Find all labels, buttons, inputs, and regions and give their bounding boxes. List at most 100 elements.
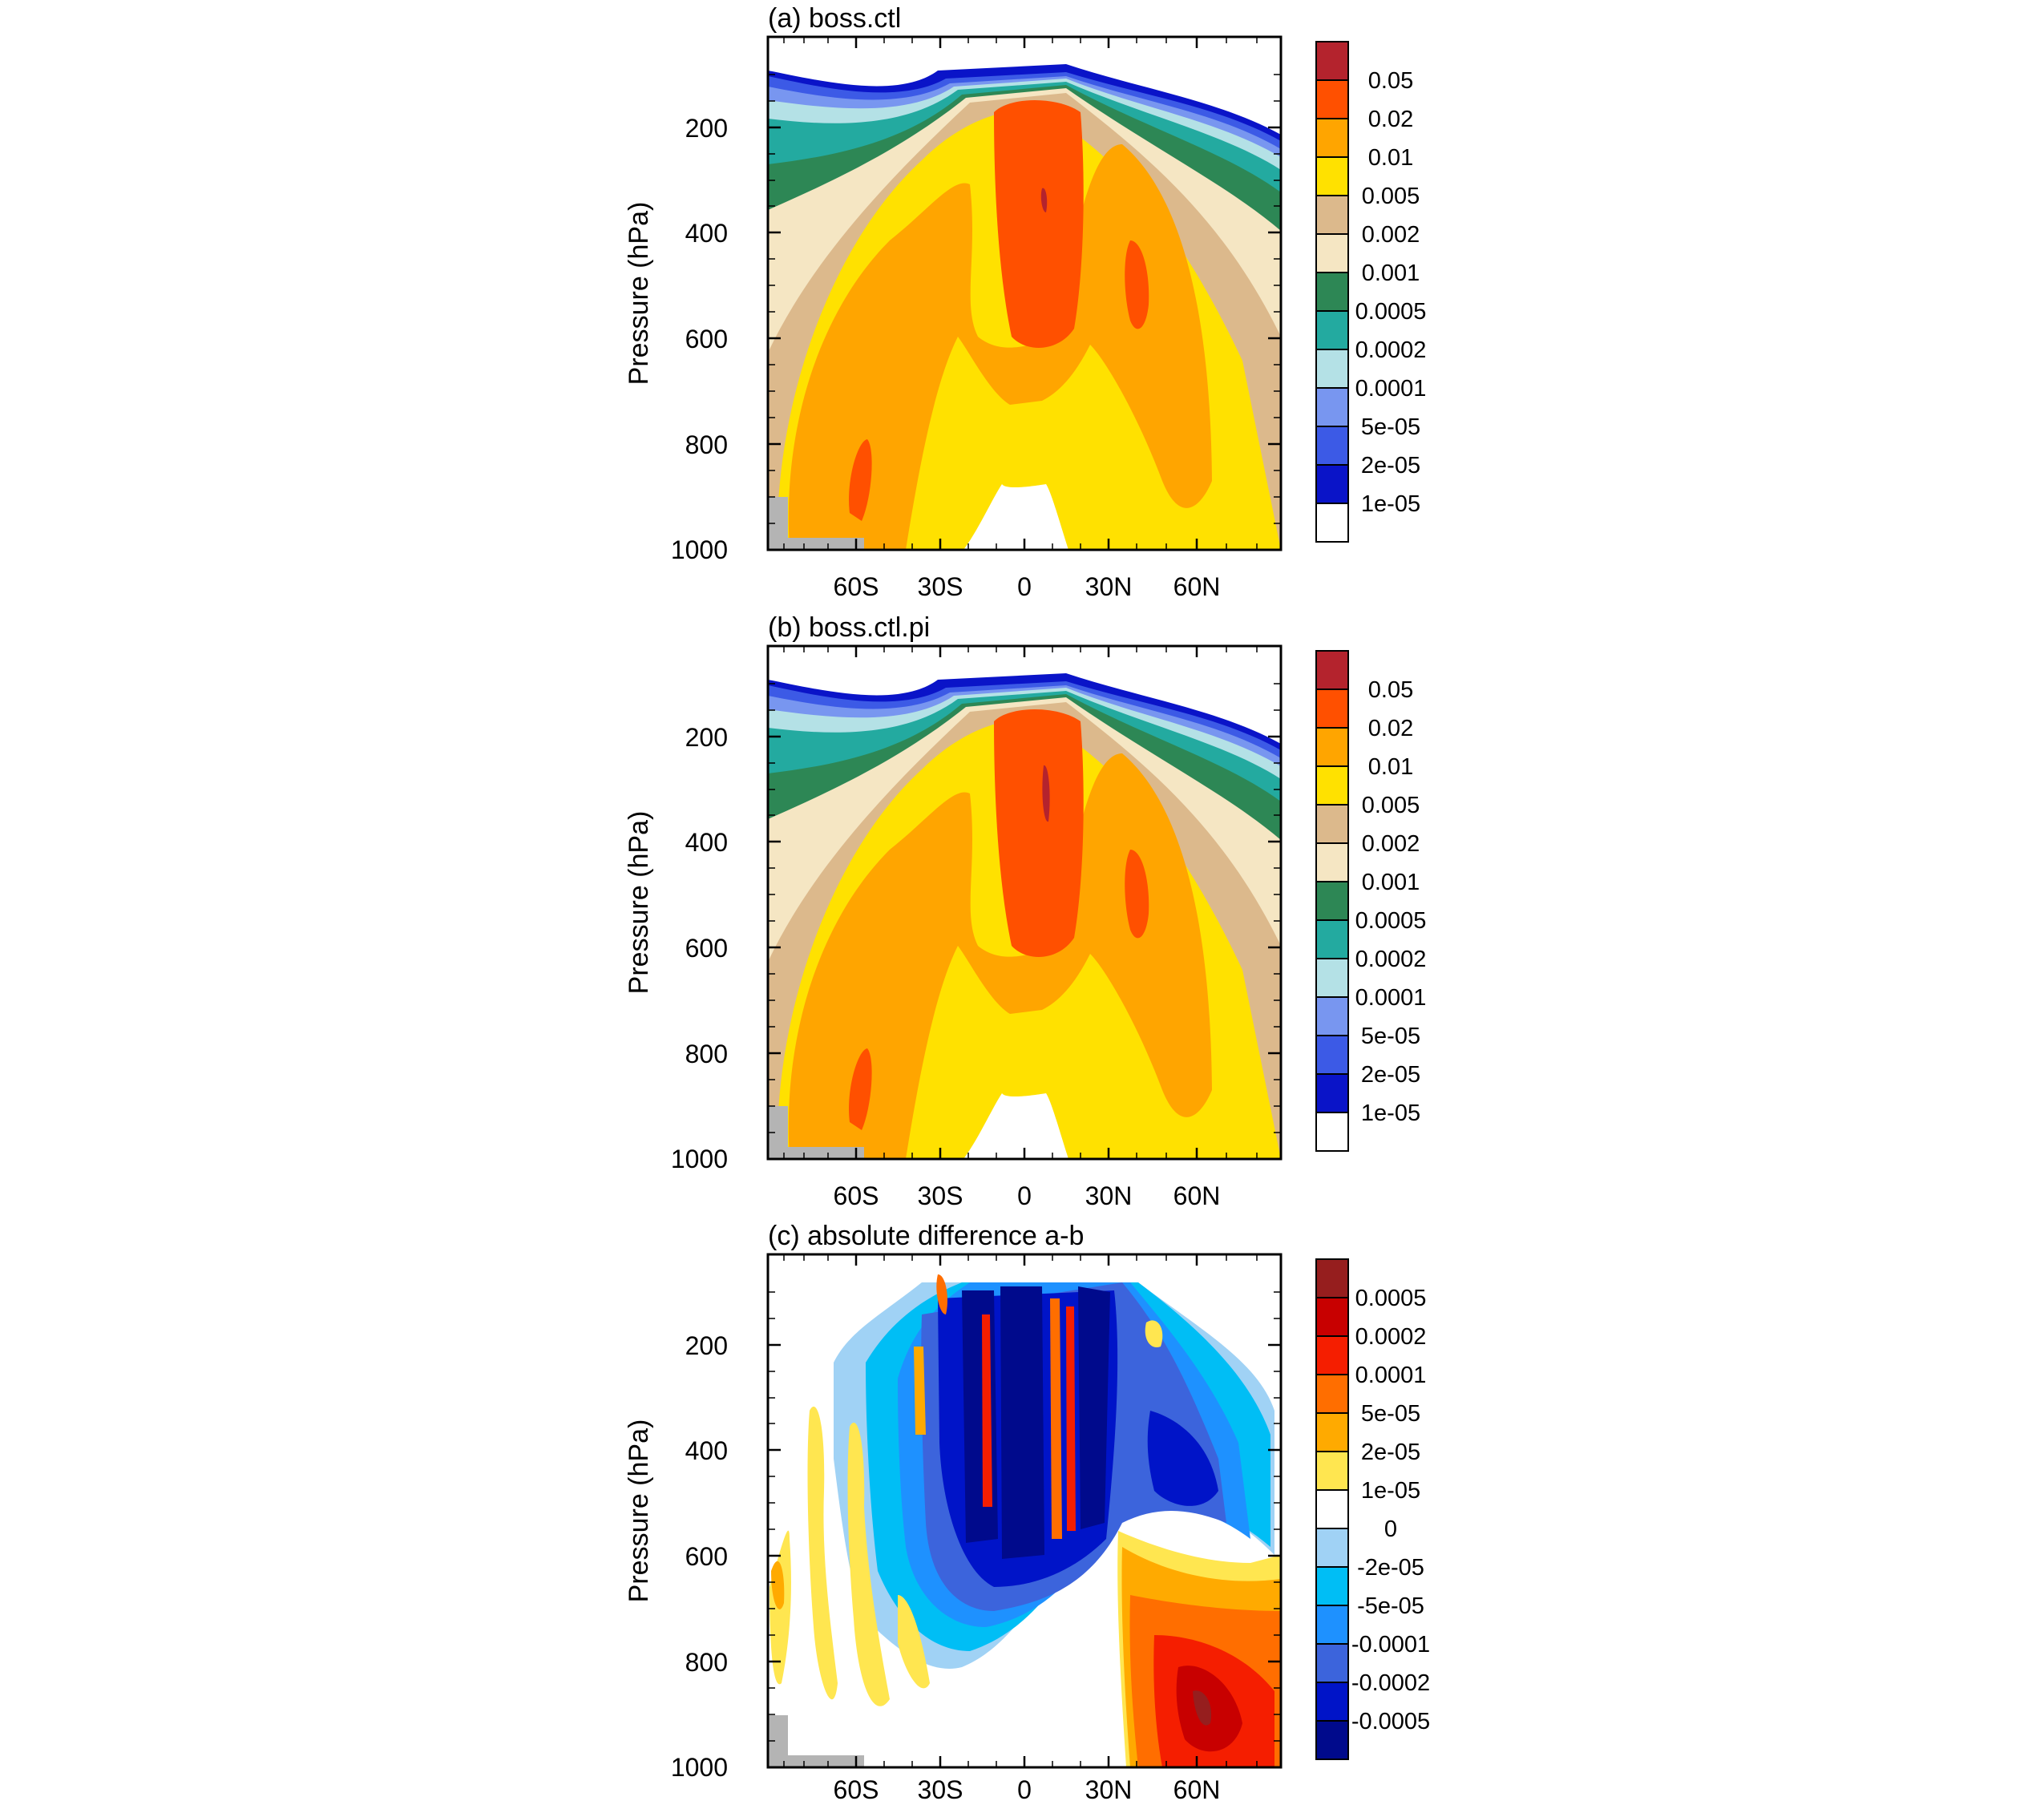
colorbar-swatch — [1316, 997, 1348, 1036]
colorbar-swatch — [1316, 766, 1348, 805]
contour-band-0.05 — [994, 709, 1084, 957]
x-tick-label: 30S — [918, 1775, 963, 1804]
panel-title: (c) absolute difference a-b — [768, 1221, 1084, 1251]
colorbar-swatch — [1316, 196, 1348, 234]
x-tick-label: 60S — [834, 1775, 879, 1804]
contour-band-0.02 — [788, 144, 1212, 550]
colorbar: 0.0005 0.0002 0.0001 5e-05 2e-05 1e-05 0… — [1315, 1258, 1430, 1760]
contour-band-max — [1042, 765, 1050, 822]
colorbar-swatch — [1316, 689, 1348, 728]
colorbar-swatch — [1316, 119, 1348, 157]
y-axis-label: Pressure (hPa) — [624, 1419, 654, 1603]
colorbar-swatch — [1316, 1644, 1348, 1682]
colorbar-swatch — [1316, 1528, 1348, 1567]
y-axis-label: Pressure (hPa) — [624, 202, 654, 386]
y-tick-label: 1000 — [671, 1145, 728, 1173]
colorbar-swatch — [1316, 426, 1348, 465]
diff-band-pos-2e-05 — [898, 1595, 930, 1689]
contour-band-max — [1040, 188, 1048, 212]
contour-band-0.05 — [849, 1048, 872, 1130]
colorbar-label: 0.002 — [1362, 222, 1420, 248]
y-tick-label: 1000 — [671, 535, 728, 564]
colorbar-label: 1e-05 — [1361, 1100, 1420, 1126]
colorbar-label: 0 — [1384, 1516, 1397, 1542]
colorbar-label: 0.0005 — [1355, 1286, 1427, 1311]
colorbar-label: 5e-05 — [1361, 414, 1420, 440]
colorbar-label: 0.02 — [1368, 107, 1413, 132]
y-tick-label: 800 — [685, 1040, 728, 1068]
x-tick-label: 30N — [1085, 1181, 1133, 1210]
colorbar-swatch — [1316, 503, 1348, 542]
colorbar-swatch — [1316, 920, 1348, 959]
contour-band-0.05 — [1125, 850, 1149, 939]
colorbar-swatch — [1316, 1036, 1348, 1074]
y-tick-label: 800 — [685, 1648, 728, 1677]
x-tick-label: 60N — [1173, 1181, 1221, 1210]
y-axis-label: Pressure (hPa) — [624, 811, 654, 995]
colorbar-label: 1e-05 — [1361, 1478, 1420, 1504]
colorbar-swatch — [1316, 1336, 1348, 1375]
colorbar-swatch — [1316, 1452, 1348, 1490]
colorbar-swatch — [1316, 273, 1348, 311]
colorbar: 0.05 0.02 0.01 0.005 0.002 0.001 0.0005 … — [1315, 41, 1427, 543]
plot-area — [768, 646, 1281, 1159]
colorbar-label: -0.0001 — [1351, 1632, 1430, 1658]
diff-band-pos-2e-05 — [1145, 1320, 1163, 1347]
plot-area — [768, 37, 1281, 550]
x-tick-label: 60N — [1173, 572, 1221, 601]
panel-c: (c) absolute difference a-b — [624, 1221, 1430, 1804]
x-tick-label: 60S — [834, 1181, 879, 1210]
colorbar-label: 0.001 — [1362, 260, 1420, 286]
x-tick-label: 0 — [1017, 572, 1032, 601]
x-tick-label: 30N — [1085, 572, 1133, 601]
missing-data — [768, 538, 864, 550]
diff-band-pos-max — [1193, 1690, 1212, 1726]
diff-band-pos-2e-05 — [807, 1406, 838, 1700]
x-tick-label: 30S — [918, 572, 963, 601]
colorbar-swatch — [1316, 234, 1348, 273]
ticks — [768, 37, 1281, 551]
x-tick-label: 30N — [1085, 1775, 1133, 1804]
colorbar: 0.05 0.02 0.01 0.005 0.002 0.001 0.0005 … — [1315, 650, 1427, 1152]
y-tick-label: 800 — [685, 430, 728, 459]
colorbar-label: 0.01 — [1368, 754, 1413, 780]
y-tick-label: 200 — [685, 723, 728, 752]
colorbar-swatch — [1316, 1413, 1348, 1452]
colorbar-label: 0.0001 — [1355, 985, 1427, 1011]
x-tick-label: 30S — [918, 1181, 963, 1210]
colorbar-label: -5e-05 — [1357, 1593, 1424, 1619]
colorbar-label: 0.001 — [1362, 870, 1420, 895]
panel-b: (b) boss.ctl.pi — [624, 612, 1426, 1210]
colorbar-swatch — [1316, 843, 1348, 882]
diff-band-neg-0.0002 — [1147, 1411, 1218, 1506]
diff-band-neg-0.0005 — [962, 1290, 998, 1543]
colorbar-swatch — [1316, 1567, 1348, 1605]
plot-area — [768, 1254, 1281, 1767]
colorbar-swatch — [1316, 80, 1348, 119]
colorbar-label: -0.0002 — [1351, 1670, 1430, 1696]
colorbar-label: 0.0002 — [1355, 1324, 1427, 1350]
colorbar-label: 2e-05 — [1361, 1062, 1420, 1088]
colorbar-swatch — [1316, 1298, 1348, 1336]
contour-band-0.05 — [994, 100, 1084, 348]
colorbar-swatch — [1316, 805, 1348, 843]
diff-band-neg-0.0005 — [1000, 1286, 1044, 1559]
panel-title: (a) boss.ctl — [768, 3, 901, 34]
contour-band-0.05 — [849, 439, 872, 521]
colorbar-label: 0.0005 — [1355, 299, 1427, 325]
ticks — [768, 1254, 1281, 1769]
colorbar-swatch — [1316, 465, 1348, 503]
colorbar-label: 0.0002 — [1355, 947, 1427, 972]
colorbar-label: 1e-05 — [1361, 491, 1420, 517]
y-tick-label: 600 — [685, 1542, 728, 1571]
colorbar-swatch — [1316, 959, 1348, 997]
colorbar-swatch — [1316, 882, 1348, 920]
colorbar-label: 0.005 — [1362, 793, 1420, 818]
missing-data — [768, 1147, 864, 1159]
y-tick-label: 200 — [685, 114, 728, 143]
colorbar-label: 0.0001 — [1355, 376, 1427, 402]
missing-data — [768, 1755, 864, 1767]
y-tick-label: 400 — [685, 1436, 728, 1465]
colorbar-swatch — [1316, 42, 1348, 80]
